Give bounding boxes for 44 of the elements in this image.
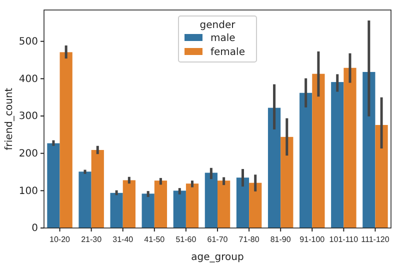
y-tick-label: 500 (18, 36, 38, 48)
y-axis-title: friend_count (4, 88, 15, 150)
x-tick-label: 101-110 (329, 235, 359, 244)
bar (204, 172, 218, 228)
legend-label: female (210, 47, 245, 58)
bar (122, 180, 136, 228)
bar (91, 150, 104, 228)
y-tick-label: 300 (18, 111, 38, 122)
bar (60, 52, 72, 228)
x-tick-label: 91-100 (300, 235, 326, 244)
bar (362, 72, 376, 228)
bar (154, 180, 168, 228)
x-tick-label: 81-90 (270, 235, 292, 244)
bar (268, 108, 281, 228)
x-tick-label: 71-80 (238, 235, 260, 244)
bar (47, 143, 60, 228)
bar (142, 194, 154, 228)
bar (331, 82, 344, 228)
x-tick-label: 61-70 (207, 235, 228, 244)
x-tick-label: 51-60 (176, 235, 197, 244)
x-tick-label: 111-120 (361, 235, 390, 244)
x-tick-label: 41-50 (144, 235, 166, 244)
bar (375, 124, 388, 228)
bar (173, 190, 186, 228)
bar (236, 178, 250, 228)
bar (312, 74, 325, 228)
legend-label: male (210, 33, 236, 44)
x-tick-label: 31-40 (112, 235, 134, 244)
x-tick-label: 21-30 (81, 235, 102, 244)
bar (300, 92, 312, 228)
legend-title: gender (200, 20, 236, 31)
y-tick-label: 400 (18, 74, 38, 85)
bar (78, 172, 92, 228)
y-tick-label: 200 (18, 148, 38, 160)
bar (110, 192, 123, 228)
y-tick-label: 0 (32, 223, 38, 234)
bar (249, 182, 262, 228)
x-tick-label: 10-20 (50, 235, 71, 244)
bar (280, 136, 294, 228)
y-tick-label: 100 (18, 186, 38, 197)
bar (186, 184, 199, 228)
x-axis-title: age_group (191, 252, 244, 263)
bar (344, 68, 356, 228)
bar (218, 180, 230, 228)
